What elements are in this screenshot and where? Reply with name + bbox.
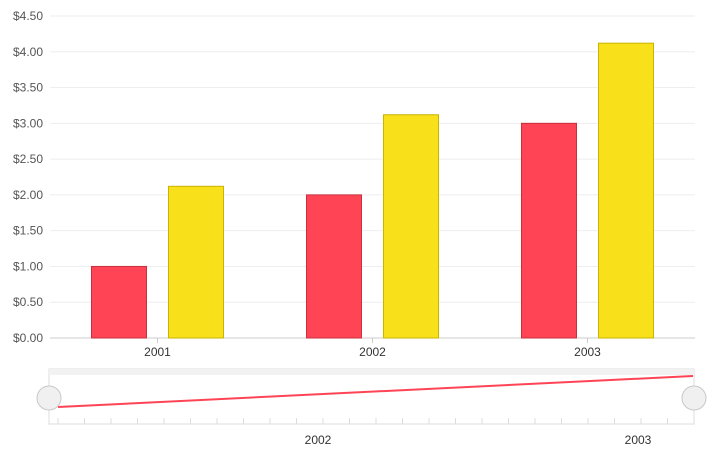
bar-2001-series-2[interactable] (168, 185, 224, 339)
bar-2003-series-2[interactable] (598, 42, 654, 339)
bars (91, 42, 654, 339)
navigator-left-handle[interactable] (36, 385, 62, 411)
bar-2003-series-1[interactable] (521, 122, 577, 339)
y-tick-label: $4.50 (13, 9, 43, 23)
x-category-label: 2002 (359, 345, 386, 359)
navigator-right-handle[interactable] (681, 385, 707, 411)
navigator-label-2003: 2003 (625, 433, 652, 447)
grid-lines (50, 15, 695, 339)
y-tick-label: $1.00 (13, 259, 43, 273)
y-tick-label: $2.50 (13, 152, 43, 166)
y-tick-label: $0.00 (13, 331, 43, 345)
bar-2001-series-1[interactable] (91, 265, 147, 339)
navigator-ticks (57, 418, 668, 424)
range-navigator[interactable]: 2002 2003 (36, 368, 707, 447)
bar-2002-series-2[interactable] (383, 114, 439, 339)
navigator-label-2002: 2002 (305, 433, 332, 447)
y-tick-label: $3.00 (13, 116, 43, 130)
navigator-frame (48, 368, 695, 425)
y-tick-label: $2.00 (13, 188, 43, 202)
x-axis: 2001 2002 2003 (144, 338, 601, 359)
y-tick-label: $3.50 (13, 81, 43, 95)
navigator-top-band (49, 369, 694, 375)
navigator-series-line (57, 375, 694, 408)
x-category-label: 2003 (574, 345, 601, 359)
bar-2002-series-1[interactable] (306, 194, 362, 339)
y-tick-label: $4.00 (13, 45, 43, 59)
y-tick-label: $1.50 (13, 224, 43, 238)
y-axis: $0.00 $0.50 $1.00 $1.50 $2.00 $2.50 $3.00 $3.50… (13, 9, 43, 345)
x-category-label: 2001 (144, 345, 171, 359)
y-tick-label: $0.50 (13, 295, 43, 309)
